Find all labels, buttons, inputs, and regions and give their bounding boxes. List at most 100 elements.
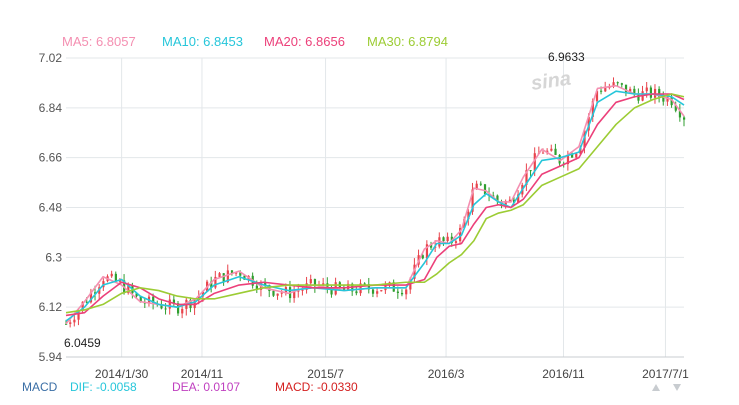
- scroll-down-icon: [673, 384, 681, 391]
- candle-body: [268, 285, 271, 291]
- candle-body: [342, 287, 346, 291]
- candle-body: [396, 291, 400, 293]
- candle-body: [218, 273, 221, 277]
- candle-body: [591, 100, 594, 117]
- y-tick-label: 6.84: [39, 101, 63, 115]
- y-tick-label: 6.66: [39, 151, 63, 165]
- candle-body: [600, 90, 603, 92]
- legend-ma30: MA30: 6.8794: [367, 34, 448, 49]
- candle-body: [483, 184, 487, 195]
- candle-body: [118, 280, 122, 282]
- candle-body: [380, 290, 383, 292]
- candle-body: [405, 289, 408, 295]
- macd-value: MACD: -0.0330: [275, 380, 358, 394]
- candle-body: [645, 87, 648, 92]
- candle-body: [172, 299, 176, 304]
- candle-body: [164, 308, 167, 310]
- candle-body: [496, 195, 499, 202]
- candle-body: [471, 189, 474, 212]
- candle-body: [666, 97, 669, 102]
- candle-body: [674, 105, 677, 111]
- candle-body: [392, 282, 395, 292]
- candle-body: [492, 195, 495, 197]
- candle-body: [272, 290, 275, 296]
- candle-body: [479, 183, 482, 185]
- candle-body: [309, 279, 312, 284]
- candle-body: [160, 304, 163, 309]
- candle-body: [678, 110, 682, 118]
- candle-body: [363, 283, 366, 285]
- ma-line-ma10: [65, 90, 685, 322]
- y-tick-label: 6.48: [39, 201, 63, 215]
- candle-body: [620, 83, 623, 85]
- candle-body: [541, 152, 545, 154]
- candle-body: [255, 285, 258, 290]
- candle-body: [459, 227, 462, 242]
- candle-body: [85, 301, 88, 303]
- scroll-up-icon: [652, 384, 660, 391]
- candle-body: [637, 93, 640, 101]
- candle-body: [168, 299, 171, 309]
- candle-body: [400, 292, 404, 295]
- candle-body: [226, 270, 229, 283]
- candle-body: [239, 272, 242, 276]
- candle-body: [517, 194, 520, 203]
- candle-body: [566, 154, 570, 165]
- candle-body: [670, 97, 673, 106]
- macd-dea: DEA: 0.0107: [172, 380, 241, 394]
- candle-body: [139, 296, 142, 303]
- candle-body: [152, 296, 155, 304]
- candle-body: [413, 264, 416, 279]
- candle-body: [214, 276, 217, 288]
- candle-body: [595, 90, 599, 101]
- candle-body: [604, 87, 607, 92]
- legend-ma20: MA20: 6.8656: [264, 34, 345, 49]
- macd-dif: DIF: -0.0058: [70, 380, 137, 394]
- watermark-logo: sina: [530, 68, 573, 95]
- candle-body: [533, 153, 536, 171]
- candle-body: [210, 281, 213, 288]
- candle-body: [624, 84, 628, 94]
- candle-body: [65, 323, 68, 325]
- candle-body: [110, 273, 113, 277]
- candle-body: [297, 290, 300, 292]
- candle-body: [73, 319, 76, 323]
- candle-body: [127, 285, 130, 294]
- candle-body: [442, 237, 445, 242]
- candle-body: [94, 292, 97, 294]
- candle-body: [313, 279, 317, 287]
- candle-body: [525, 170, 528, 185]
- candle-body: [301, 289, 304, 291]
- candle-body: [371, 289, 375, 294]
- candle-body: [355, 291, 358, 294]
- candle-body: [89, 292, 93, 303]
- candle-body: [222, 273, 225, 283]
- candle-body: [463, 219, 466, 228]
- candle-body: [235, 272, 238, 274]
- candle-body: [264, 282, 267, 286]
- candle-body: [376, 291, 379, 294]
- x-tick-label: 2014/1/30: [95, 367, 149, 381]
- candle-body: [280, 292, 283, 294]
- candle-body: [114, 273, 117, 282]
- candle-body: [326, 283, 329, 289]
- x-tick-label: 2016/3: [428, 367, 465, 381]
- annotation-low: 6.0459: [64, 336, 101, 350]
- candle-body: [616, 82, 619, 84]
- candle-body: [633, 88, 636, 94]
- candle-body: [575, 153, 578, 158]
- macd-title: MACD: [22, 380, 58, 394]
- candle-body: [683, 117, 686, 120]
- legend-ma5: MA5: 6.8057: [62, 34, 136, 49]
- candle-body: [421, 255, 424, 259]
- candle-body: [629, 88, 632, 94]
- candle-body: [181, 308, 184, 314]
- candle-body: [330, 288, 333, 295]
- candle-body: [579, 147, 582, 154]
- candle-body: [69, 322, 72, 324]
- candle-body: [550, 148, 553, 151]
- x-tick-label: 2016/11: [542, 367, 585, 381]
- candle-body: [612, 82, 615, 87]
